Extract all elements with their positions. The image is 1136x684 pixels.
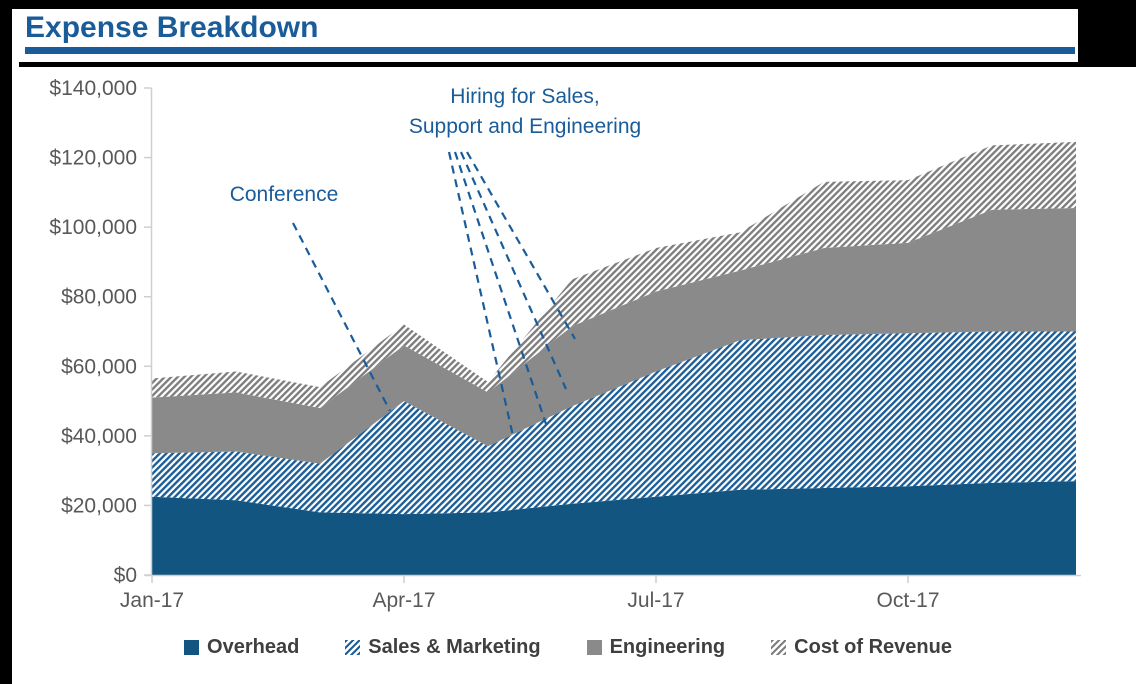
annotation-hiring-line1: Hiring for Sales,	[450, 85, 600, 108]
hiring-leader-line	[453, 151, 548, 425]
y-axis-tick-label: $60,000	[61, 355, 137, 378]
annotation-conference: Conference	[229, 183, 339, 206]
y-axis-tick-label: $120,000	[49, 147, 137, 170]
hiring-leader-line	[447, 151, 515, 437]
page-title: Expense Breakdown	[25, 11, 319, 44]
title-underline-rule	[25, 47, 1075, 54]
y-axis-tick-label: $40,000	[61, 425, 137, 448]
legend-item-cost-of-revenue: Cost of Revenue	[771, 636, 952, 659]
area-series-0	[152, 481, 1076, 575]
axis-labels: $0 $20,000 $40,000 $60,000 $80,000 $100,000 $1…	[49, 77, 939, 612]
legend-item-overhead: Overhead	[184, 636, 299, 659]
y-axis-tick-label: $100,000	[49, 216, 137, 239]
annotation-hiring-line2: Support and Engineering	[408, 115, 642, 138]
annotation-hiring: Hiring for Sales, Support and Engineerin…	[373, 82, 677, 142]
area-series-1	[152, 331, 1076, 515]
legend-item-engineering: Engineering	[586, 636, 725, 659]
top-border-band	[0, 0, 1136, 9]
area-series-3	[152, 141, 1076, 409]
x-axis-tick-label: Jan-17	[120, 589, 184, 612]
annotation-leader-lines	[292, 151, 576, 437]
y-axis-tick-label: $0	[114, 564, 137, 587]
x-axis-tick-label: Jul-17	[627, 589, 684, 612]
y-axis-tick-label: $20,000	[61, 494, 137, 517]
y-axis-tick-label: $80,000	[61, 286, 137, 309]
axes	[144, 87, 1081, 583]
chart-legend: Overhead Sales & Marketing Engineering C…	[0, 636, 1136, 659]
legend-swatch-sales-marketing	[345, 640, 361, 655]
legend-swatch-engineering	[586, 640, 602, 655]
x-axis-tick-label: Apr-17	[372, 589, 435, 612]
left-border-band	[0, 0, 12, 684]
conference-leader-line	[292, 222, 391, 412]
header-divider-line	[19, 62, 1136, 67]
hiring-leader-line	[466, 151, 576, 340]
legend-item-sales-marketing: Sales & Marketing	[345, 636, 541, 659]
legend-swatch-overhead	[184, 640, 200, 655]
legend-swatch-cost-of-revenue	[771, 640, 787, 655]
y-axis-tick-label: $140,000	[49, 77, 137, 100]
top-right-dark-block	[1078, 0, 1136, 63]
hiring-leader-line	[459, 151, 568, 390]
x-axis-tick-label: Oct-17	[876, 589, 939, 612]
